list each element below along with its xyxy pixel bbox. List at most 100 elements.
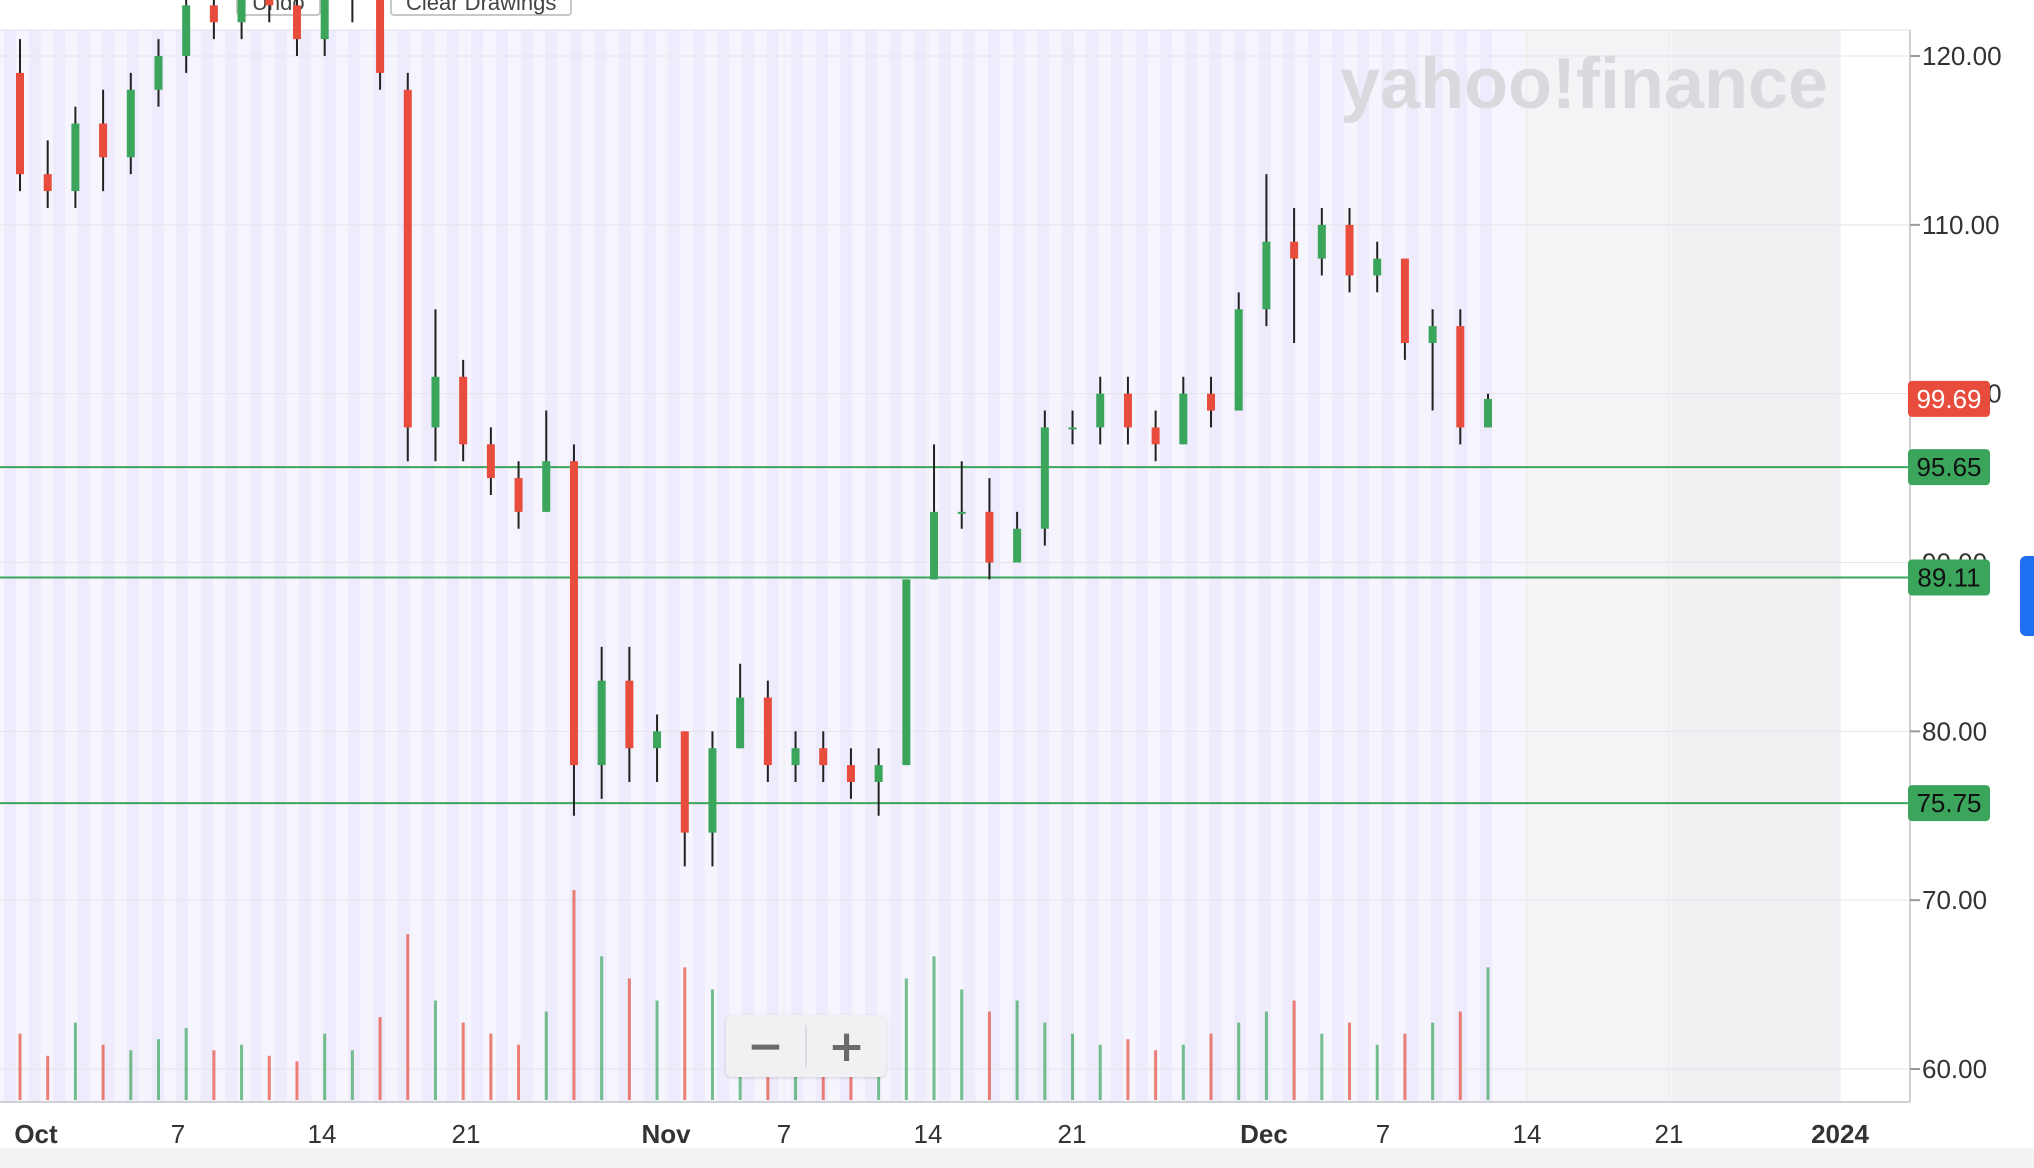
candle-body (819, 748, 828, 766)
volume-bar (1015, 1000, 1019, 1100)
volume-bar (849, 1055, 853, 1100)
volume-bar (378, 1017, 382, 1100)
candle-body (209, 5, 218, 23)
shade-stripe (1061, 30, 1074, 1102)
candle-body (569, 461, 578, 766)
shade-stripe (619, 30, 631, 1102)
shade-stripe (4, 30, 16, 1102)
shade-stripe (938, 30, 951, 1102)
candle-body (16, 72, 24, 175)
weekend-shade (1525, 30, 1672, 1102)
shade-stripe (471, 30, 484, 1102)
volume-bar (1403, 1033, 1407, 1100)
shade-stripe (914, 30, 927, 1102)
shade-stripe (299, 30, 312, 1102)
price-label-text: 75.75 (1916, 788, 1981, 818)
shade-stripe (1135, 30, 1148, 1102)
candle-body (1068, 427, 1077, 430)
candle-body (1123, 393, 1132, 428)
candle-body (1345, 224, 1354, 276)
x-tick-label: 7 (171, 1119, 185, 1149)
shade-stripe (1037, 30, 1050, 1102)
x-tick-label: 14 (914, 1119, 943, 1149)
volume-bar (184, 1028, 188, 1100)
volume-bar (904, 978, 908, 1100)
candle-body (763, 697, 772, 766)
shade-stripe (1357, 30, 1369, 1102)
shade-stripe (28, 30, 41, 1102)
volume-bar (295, 1061, 299, 1100)
volume-bar (489, 1033, 493, 1100)
candle-body (1096, 393, 1105, 428)
y-tick-label: 60.00 (1922, 1054, 1987, 1084)
shade-stripe (742, 30, 754, 1102)
horizontal-price-lines[interactable] (0, 466, 1910, 805)
shade-stripe (1086, 30, 1099, 1102)
candle-body (1207, 393, 1216, 411)
volume-bar (572, 890, 576, 1100)
shade-stripe (151, 30, 164, 1102)
candle-body (680, 731, 689, 833)
volume-bar (710, 989, 714, 1100)
shade-stripe (77, 30, 90, 1102)
volume-bar (323, 1033, 327, 1100)
candle-body (320, 0, 329, 40)
candles (16, 0, 1492, 867)
candle-body (1373, 258, 1382, 276)
candle-body (43, 174, 52, 192)
shade-stripe (791, 30, 804, 1102)
shade-stripe (545, 30, 558, 1102)
undo-button[interactable]: Undo (236, 0, 321, 16)
shade-stripe (1184, 30, 1197, 1102)
volume-bar (240, 1044, 244, 1100)
volume-bar (1154, 1050, 1158, 1100)
candle-body (99, 123, 108, 158)
volume-bar (1126, 1039, 1130, 1100)
shade-stripe (1430, 30, 1443, 1102)
volume-bar (1348, 1022, 1352, 1100)
volume-bar (627, 978, 631, 1100)
candle-body (930, 511, 939, 580)
candle-body (126, 89, 135, 158)
x-tick-label: 14 (308, 1119, 337, 1149)
volume-bar (1071, 1033, 1075, 1100)
volume-bar (987, 1011, 991, 1100)
shade-stripe (1111, 30, 1123, 1102)
candle-body (1013, 528, 1022, 563)
zoom-controls: − + (726, 1015, 886, 1077)
x-tick-label: 21 (1655, 1119, 1684, 1149)
candle-body (376, 0, 385, 73)
volume-bar (1098, 1044, 1102, 1100)
price-label-text: 89.11 (1917, 563, 1980, 593)
volume-bar (267, 1055, 271, 1100)
volume-bar (129, 1050, 133, 1100)
candle-body (791, 748, 800, 766)
volume-bar (517, 1044, 521, 1100)
grid-lines (0, 29, 1910, 1102)
volume-bar (1181, 1044, 1185, 1100)
clear-drawings-button[interactable]: Clear Drawings (390, 0, 573, 16)
volume-bar (1458, 1011, 1462, 1100)
x-tick-label: Oct (14, 1119, 58, 1149)
shade-stripe (200, 30, 213, 1102)
volume-bar (960, 989, 964, 1100)
candle-body (431, 376, 440, 428)
zoom-in-button[interactable]: + (828, 1020, 865, 1072)
zoom-out-button[interactable]: − (747, 1020, 784, 1072)
volume-bar (406, 934, 410, 1100)
volume-bar (1264, 1011, 1268, 1100)
side-panel-tab[interactable] (2020, 556, 2034, 636)
volume-bar (18, 1033, 22, 1100)
candle-body (846, 765, 855, 782)
shade-stripe (1406, 30, 1419, 1102)
candle-body (902, 579, 911, 766)
price-label-box (1908, 559, 1990, 596)
shade-stripe (594, 30, 607, 1102)
session-shading (0, 30, 1840, 1102)
price-label-box (1908, 380, 1990, 417)
yahoo-finance-watermark: yahoo!finance (1340, 44, 1828, 124)
shade-stripe (766, 30, 779, 1102)
candle-body (1290, 241, 1299, 259)
volume-bar (600, 956, 604, 1100)
